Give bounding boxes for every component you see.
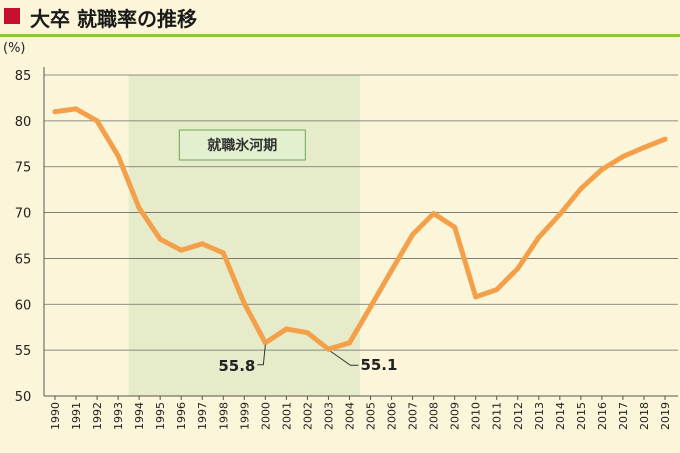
data-point xyxy=(241,300,247,306)
data-point xyxy=(662,136,668,142)
employment-rate-line xyxy=(52,106,668,352)
x-tick-label: 2005 xyxy=(365,402,378,430)
band-label: 就職氷河期 xyxy=(207,137,277,154)
x-tick-label: 1992 xyxy=(91,402,104,430)
y-tick-label: 70 xyxy=(15,207,32,222)
data-point xyxy=(73,106,79,112)
x-tick-label: 1991 xyxy=(70,402,83,430)
x-tick-label: 2017 xyxy=(617,402,630,430)
x-tick-label: 1998 xyxy=(217,402,230,430)
x-tick-label: 2000 xyxy=(259,402,272,430)
x-tick-label: 1999 xyxy=(238,402,251,430)
x-tick-label: 2009 xyxy=(449,402,462,430)
x-tick-label: 2008 xyxy=(428,402,441,430)
data-point xyxy=(262,340,268,346)
y-tick-label: 75 xyxy=(15,161,32,176)
y-tick-label: 55 xyxy=(15,344,32,359)
x-tick-label: 2016 xyxy=(596,402,609,430)
data-point xyxy=(220,250,226,256)
y-tick-label: 50 xyxy=(15,390,32,405)
data-point xyxy=(641,144,647,150)
y-tick-label: 60 xyxy=(15,298,32,313)
x-tick-label: 2006 xyxy=(386,402,399,430)
data-point xyxy=(304,330,310,336)
y-tick-label: 80 xyxy=(15,115,32,130)
data-point xyxy=(325,346,331,352)
data-point xyxy=(157,236,163,242)
x-tick-label: 2013 xyxy=(533,402,546,430)
callout-55-1: 55.1 xyxy=(360,356,397,374)
x-tick-label: 2014 xyxy=(554,402,567,430)
data-point xyxy=(136,205,142,211)
data-point xyxy=(346,340,352,346)
x-tick-label: 1997 xyxy=(196,402,209,430)
data-point xyxy=(620,154,626,160)
callout-55-8: 55.8 xyxy=(218,357,255,375)
data-point xyxy=(536,234,542,240)
title-marker-square xyxy=(4,8,20,24)
x-tick-label: 2001 xyxy=(280,402,293,430)
x-tick-label: 2018 xyxy=(638,402,651,430)
data-point xyxy=(115,153,121,159)
x-tick-label: 1993 xyxy=(112,402,125,430)
callout-leader-55-8 xyxy=(257,344,266,366)
title-divider xyxy=(0,34,680,37)
x-tick-label: 1994 xyxy=(133,402,146,430)
x-tick-label: 2010 xyxy=(470,402,483,430)
y-tick-label: 65 xyxy=(15,252,32,267)
x-tick-label: 2011 xyxy=(491,402,504,430)
data-point xyxy=(389,267,395,273)
data-point xyxy=(94,118,100,124)
x-tick-label: 1990 xyxy=(49,402,62,430)
data-point xyxy=(473,294,479,300)
chart-title: 大卒 就職率の推移 xyxy=(30,7,197,31)
x-tick-label: 2007 xyxy=(407,402,420,430)
data-point xyxy=(557,211,563,217)
data-point xyxy=(368,304,374,310)
band-label-box xyxy=(178,129,306,161)
y-axis-unit: (%) xyxy=(3,41,26,56)
data-point xyxy=(515,266,521,272)
callout-leader-55-1 xyxy=(330,350,359,366)
data-point xyxy=(410,232,416,238)
chart-header: 大卒 就職率の推移 xyxy=(0,0,680,38)
data-point xyxy=(578,186,584,192)
x-tick-label: 2004 xyxy=(343,402,356,430)
x-tick-label: 2019 xyxy=(659,402,672,430)
data-point xyxy=(494,287,500,293)
y-tick-label: 85 xyxy=(15,69,32,84)
data-point xyxy=(283,326,289,332)
data-point xyxy=(431,210,437,216)
data-point xyxy=(599,166,605,172)
x-tick-label: 2003 xyxy=(322,402,335,430)
x-tick-label: 2015 xyxy=(575,402,588,430)
x-tick-label: 2012 xyxy=(512,402,525,430)
x-tick-label: 2002 xyxy=(301,402,314,430)
data-point xyxy=(178,247,184,253)
x-tick-label: 1996 xyxy=(175,402,188,430)
data-point xyxy=(199,241,205,247)
data-point xyxy=(52,109,58,115)
data-point xyxy=(452,224,458,230)
x-tick-label: 1995 xyxy=(154,402,167,430)
